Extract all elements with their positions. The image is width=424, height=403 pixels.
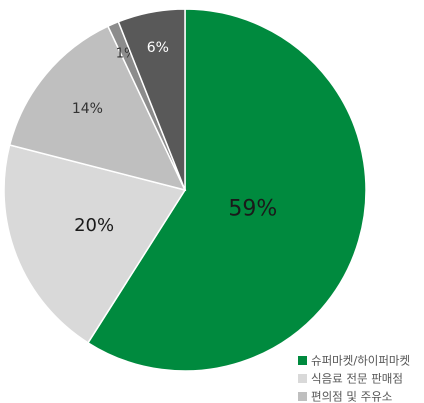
legend-swatch	[298, 392, 307, 401]
pie-slice	[86, 8, 367, 372]
data-label: 59%	[228, 197, 277, 222]
pie-slice	[117, 8, 186, 191]
data-label: 20%	[74, 215, 114, 236]
pie-slice	[3, 144, 187, 344]
legend-label: 식음료 전문 판매점	[311, 372, 403, 386]
data-label: 6%	[147, 40, 169, 56]
legend-swatch	[298, 374, 307, 383]
pie-slice	[8, 25, 187, 192]
data-label: 14%	[72, 101, 103, 117]
legend-label: 슈퍼마켓/하이퍼마켓	[311, 354, 410, 368]
legend-label: 편의점 및 주유소	[311, 390, 392, 403]
legend-swatch	[298, 356, 307, 365]
